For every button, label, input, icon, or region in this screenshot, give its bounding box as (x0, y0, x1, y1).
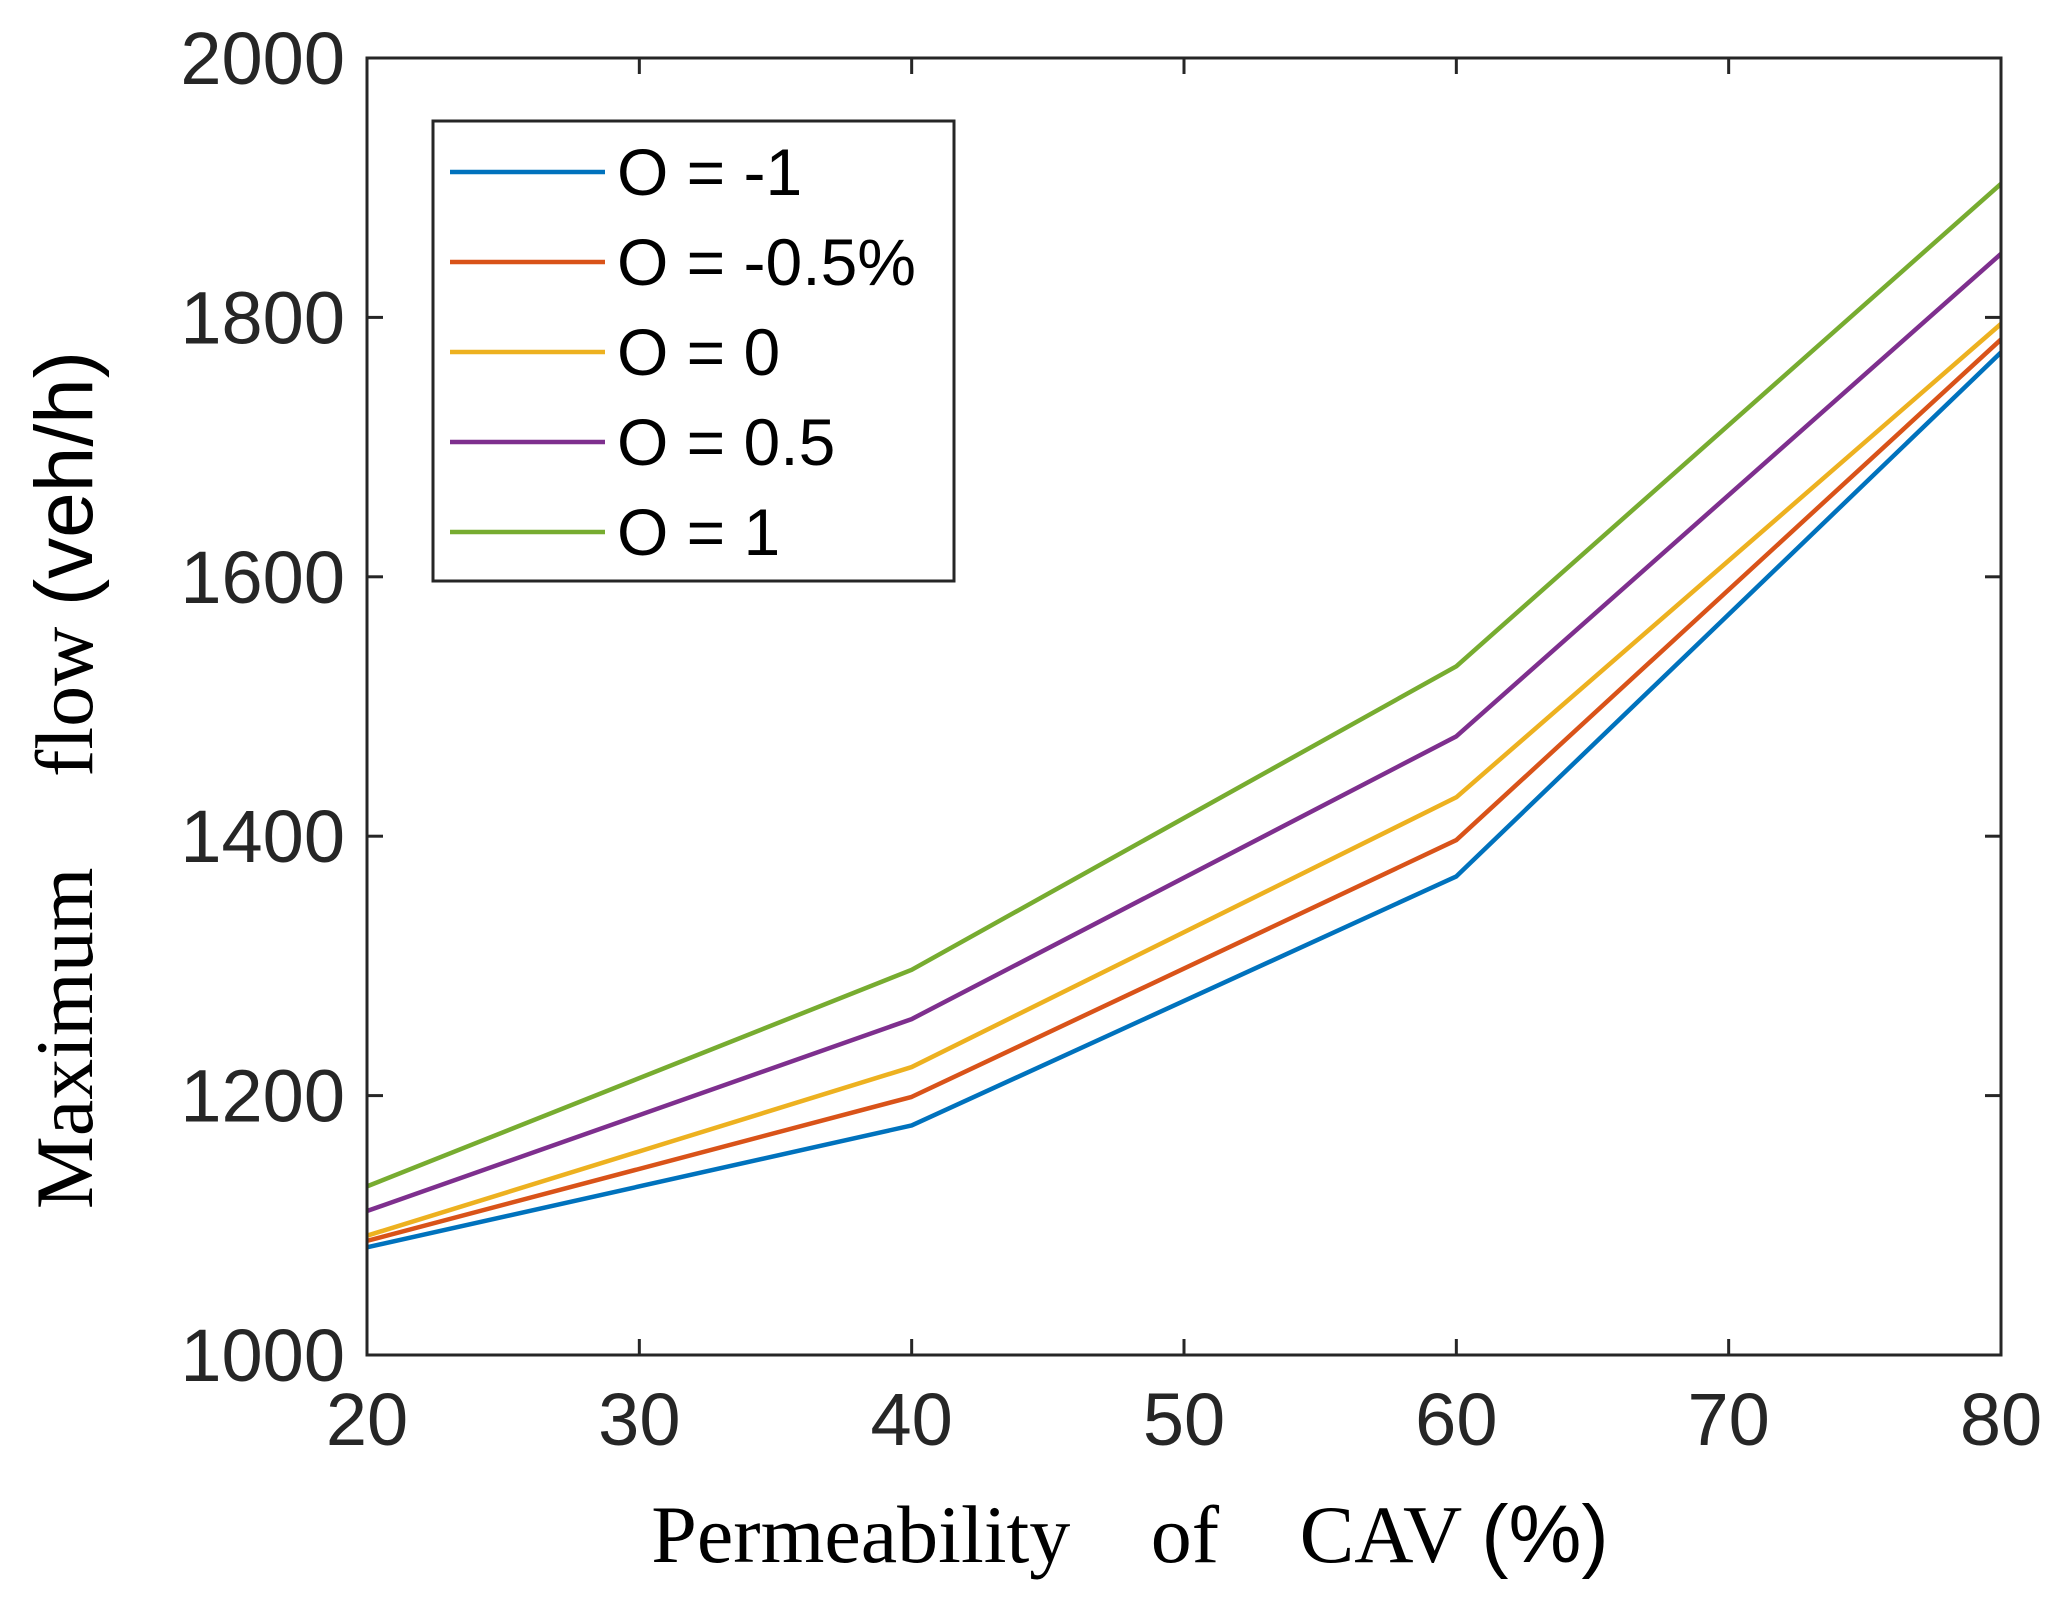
legend-label-5: O = 1 (617, 495, 780, 569)
series-line-5 (366, 182, 2003, 1189)
x-axis-title-unit: (%) (1481, 1489, 1609, 1580)
x-tick-label: 50 (1143, 1378, 1225, 1461)
y-tick-label: 1800 (180, 276, 345, 359)
y-tick-label: 1600 (180, 536, 345, 619)
legend-label-4: O = 0.5 (617, 405, 835, 479)
x-axis-title-word-1: Permeability (651, 1489, 1070, 1580)
series-line-2 (366, 337, 2003, 1244)
x-tick-label: 30 (598, 1378, 680, 1461)
series-line-3 (366, 322, 2003, 1238)
legend: O = -1 O = -0.5% O = 0 O = 0.5 O = 1 (431, 119, 956, 583)
x-tick-label: 70 (1688, 1378, 1770, 1461)
series-line-1 (366, 350, 2003, 1250)
legend-label-2: O = -0.5% (617, 225, 916, 299)
y-tick-label: 1400 (180, 795, 345, 878)
legend-label-1: O = -1 (617, 135, 802, 209)
legend-label-3: O = 0 (617, 315, 780, 389)
x-tick-label: 60 (1415, 1378, 1497, 1461)
series-layer (366, 182, 2003, 1250)
y-axis-title-word-2: flow (19, 627, 110, 777)
y-tick-label: 2000 (180, 17, 345, 100)
x-axis-title-word-2: of (1151, 1489, 1220, 1580)
x-axis-title-word-3: CAV (1300, 1489, 1462, 1580)
y-axis-title-unit: (veh/h) (19, 351, 110, 606)
ticks-layer: 20 30 40 50 60 70 80 1000 1200 1400 1600 1800 2000 (180, 17, 2042, 1461)
series-line-4 (366, 252, 2003, 1214)
x-axis-title: Permeability of CAV (%) (651, 1489, 1608, 1580)
y-axis-title-word-1: Maximum (19, 867, 110, 1209)
x-tick-label: 40 (871, 1378, 953, 1461)
x-tick-label: 80 (1960, 1378, 2042, 1461)
y-axis-title: Maximum flow (veh/h) (19, 351, 110, 1209)
y-tick-label: 1200 (180, 1055, 345, 1138)
y-tick-label: 1000 (180, 1314, 345, 1397)
x-tick-label: 20 (326, 1378, 408, 1461)
